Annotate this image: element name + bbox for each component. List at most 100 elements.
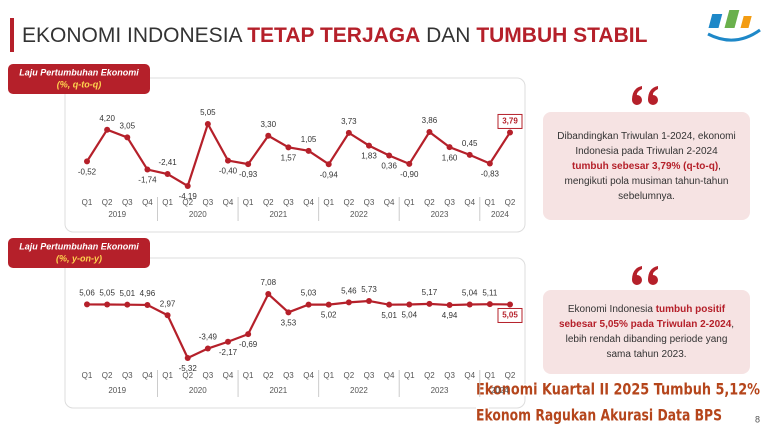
data-label: 5,03 (301, 289, 317, 298)
note-part: , lebih rendah dibanding periode yang sa… (565, 319, 735, 360)
data-label: 5,06 (79, 289, 95, 298)
data-label: 1,60 (442, 153, 458, 162)
x-group-label: 2022 (350, 386, 368, 395)
page-number: 8 (755, 414, 760, 424)
data-label: 1,57 (281, 153, 297, 162)
x-tick-label: Q3 (364, 371, 375, 380)
data-label: 5,04 (462, 289, 478, 298)
x-tick-label: Q1 (485, 371, 496, 380)
x-group-label: 2024 (491, 386, 509, 395)
data-point (84, 301, 90, 308)
x-tick-label: Q1 (243, 371, 254, 380)
data-label: 5,05 (99, 289, 115, 298)
x-group-label: 2020 (189, 386, 207, 395)
data-label: 0,45 (462, 139, 478, 148)
data-point (325, 301, 332, 308)
overlay-headline: Ekonomi Kuartal II 2025 Tumbuh 5,12% (476, 380, 760, 399)
data-label: -0,94 (320, 170, 339, 179)
data-point (225, 338, 231, 345)
data-label: -0,93 (239, 170, 258, 179)
data-point (406, 301, 413, 308)
x-group-label: 2019 (108, 210, 126, 219)
x-tick-label: Q4 (464, 198, 475, 207)
data-point (265, 132, 272, 139)
x-group-label: 2024 (491, 210, 509, 219)
x-tick-label: Q2 (182, 371, 193, 380)
title-part: EKONOMI INDONESIA (22, 24, 247, 47)
x-tick-label: Q3 (444, 198, 455, 207)
x-tick-label: Q4 (384, 371, 395, 380)
quote-icon (632, 266, 658, 285)
note-box: Ekonomi Indonesia tumbuh positif sebesar… (543, 290, 750, 374)
x-tick-label: Q2 (344, 371, 355, 380)
series-line (86, 121, 511, 188)
note-part: tumbuh positif sebesar 5,05% pada Triwul… (558, 304, 732, 330)
x-tick-label: Q1 (404, 198, 415, 207)
data-point (144, 301, 151, 308)
data-point (144, 166, 151, 173)
title-part: TETAP TERJAGA (247, 24, 420, 47)
series-line (86, 292, 511, 360)
chart-tab (8, 238, 150, 268)
data-label: 5,05 (502, 311, 518, 320)
chart-subtitle: (%, q-to-q) (57, 79, 101, 89)
data-point (486, 301, 493, 308)
data-point (204, 121, 211, 127)
data-point (466, 301, 473, 308)
data-point (184, 183, 191, 189)
data-point (265, 291, 272, 297)
data-label: -0,52 (78, 167, 97, 176)
x-tick-label: Q4 (303, 198, 314, 207)
data-label: 3,30 (260, 120, 276, 129)
data-label: -3,49 (199, 333, 218, 342)
x-tick-label: Q1 (243, 198, 254, 207)
data-label: -2,17 (219, 348, 238, 357)
x-tick-label: Q2 (182, 198, 193, 207)
data-point (225, 157, 231, 164)
data-point (386, 301, 393, 308)
slide-title: EKONOMI INDONESIA TETAP TERJAGA DAN TUMB… (22, 24, 648, 47)
note-part: Ekonomi Indonesia (567, 304, 656, 315)
data-point (285, 309, 292, 316)
data-label: 3,73 (341, 117, 357, 126)
x-tick-label: Q3 (122, 371, 133, 380)
data-label: 5,73 (361, 285, 377, 294)
data-point (426, 128, 433, 135)
x-tick-label: Q1 (404, 371, 415, 380)
data-label: 1,05 (301, 135, 317, 144)
data-point (104, 301, 111, 308)
x-tick-label: Q3 (283, 371, 294, 380)
data-point (245, 331, 252, 338)
data-label: 4,94 (442, 311, 458, 320)
data-label: 0,36 (381, 162, 397, 171)
chart-tab (8, 64, 150, 94)
title-part: DAN (420, 24, 476, 47)
overlay-headline: Ekonom Ragukan Akurasi Data BPS (476, 406, 722, 425)
x-tick-label: Q2 (263, 371, 274, 380)
data-label: -0,69 (239, 340, 258, 349)
data-point (124, 301, 131, 308)
note-part: Dibandingkan Triwulan 1-2024, ekonomi In… (557, 130, 736, 157)
chart-title: Laju Pertumbuhan Ekonomi (19, 241, 139, 251)
data-label: 3,79 (502, 117, 518, 126)
x-tick-label: Q1 (82, 198, 93, 207)
data-point (104, 126, 111, 133)
data-label: 5,17 (422, 288, 438, 297)
x-group-label: 2020 (189, 210, 207, 219)
data-label: 7,08 (260, 278, 276, 287)
data-label: 5,46 (341, 286, 357, 295)
data-point (204, 345, 211, 352)
data-label: -0,40 (219, 167, 238, 176)
x-group-label: 2023 (431, 386, 449, 395)
data-point (446, 144, 453, 151)
x-tick-label: Q2 (102, 198, 113, 207)
x-tick-label: Q4 (142, 371, 153, 380)
x-tick-label: Q1 (323, 198, 334, 207)
x-tick-label: Q4 (142, 198, 153, 207)
data-label: 5,04 (401, 311, 417, 320)
data-point (366, 142, 372, 149)
data-point (84, 158, 90, 165)
data-point (345, 129, 352, 136)
quote-icon (632, 86, 658, 105)
